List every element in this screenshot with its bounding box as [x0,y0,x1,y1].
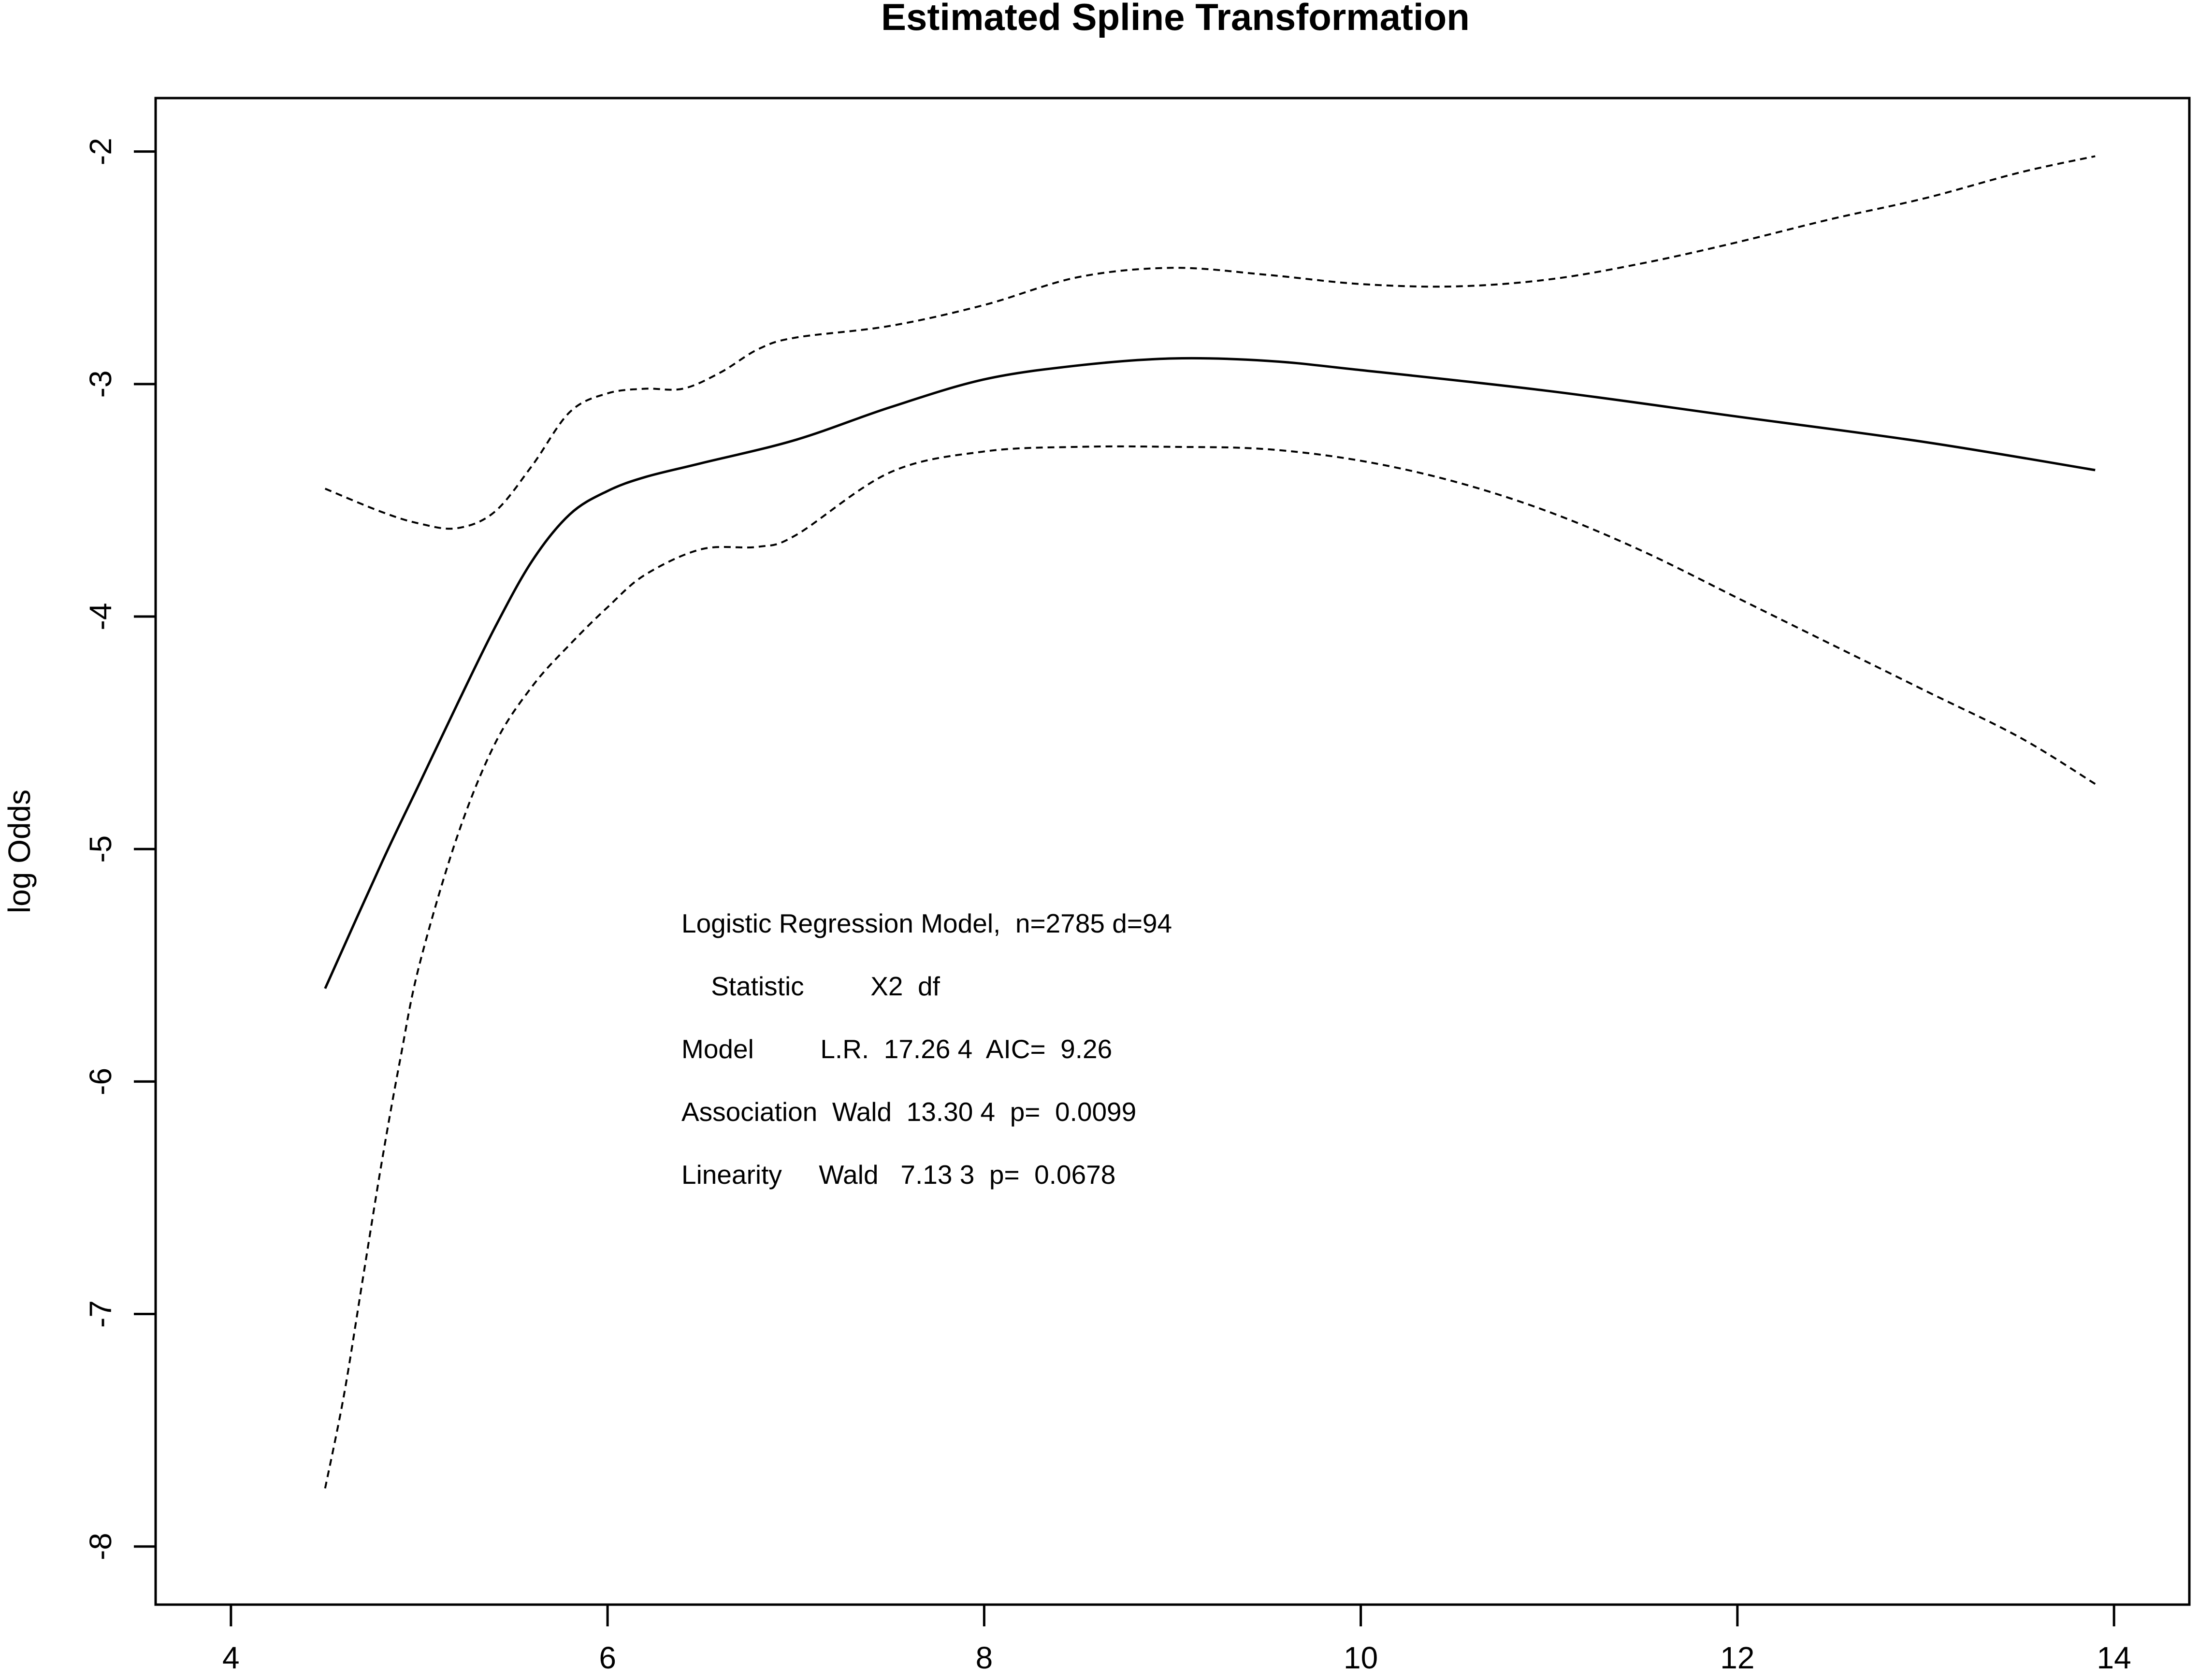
y-tick-label: -6 [83,1068,118,1095]
annotation-line: Linearity Wald 7.13 3 p= 0.0678 [681,1160,1115,1190]
x-tick-label: 10 [1344,1640,1378,1675]
y-axis-label: log Odds [2,790,37,913]
upper-confidence-band [324,155,2096,530]
y-tick-label: -8 [83,1533,118,1560]
y-tick-label: -3 [83,370,118,398]
x-tick-label: 4 [222,1640,240,1675]
series-layer [324,155,2096,1489]
y-tick-label: -2 [83,138,118,165]
annotation-line: Association Wald 13.30 4 p= 0.0099 [681,1097,1136,1127]
y-tick-label: -4 [83,603,118,631]
annotation-line: Statistic X2 df [681,971,940,1001]
model-statistics-annotation: Logistic Regression Model, n=2785 d=94 S… [681,908,1172,1190]
x-axis: 4 6 8 10 12 14 [222,1603,2131,1675]
plot-frame [154,97,2191,1606]
x-tick-label: 14 [2097,1640,2131,1675]
annotation-line: Model L.R. 17.26 4 AIC= 9.26 [681,1034,1112,1064]
y-tick-label: -5 [83,835,118,863]
x-tick-label: 6 [599,1640,616,1675]
x-tick-label: 8 [976,1640,993,1675]
estimate-line [324,357,2096,989]
y-tick-label: -7 [83,1300,118,1328]
annotation-line: Logistic Regression Model, n=2785 d=94 [681,908,1172,938]
y-axis: -2 -3 -4 -5 -6 -7 -8 [83,138,157,1560]
chart-title: Estimated Spline Transformation [881,0,1470,38]
lower-confidence-band [324,445,2096,1489]
x-tick-label: 12 [1720,1640,1754,1675]
